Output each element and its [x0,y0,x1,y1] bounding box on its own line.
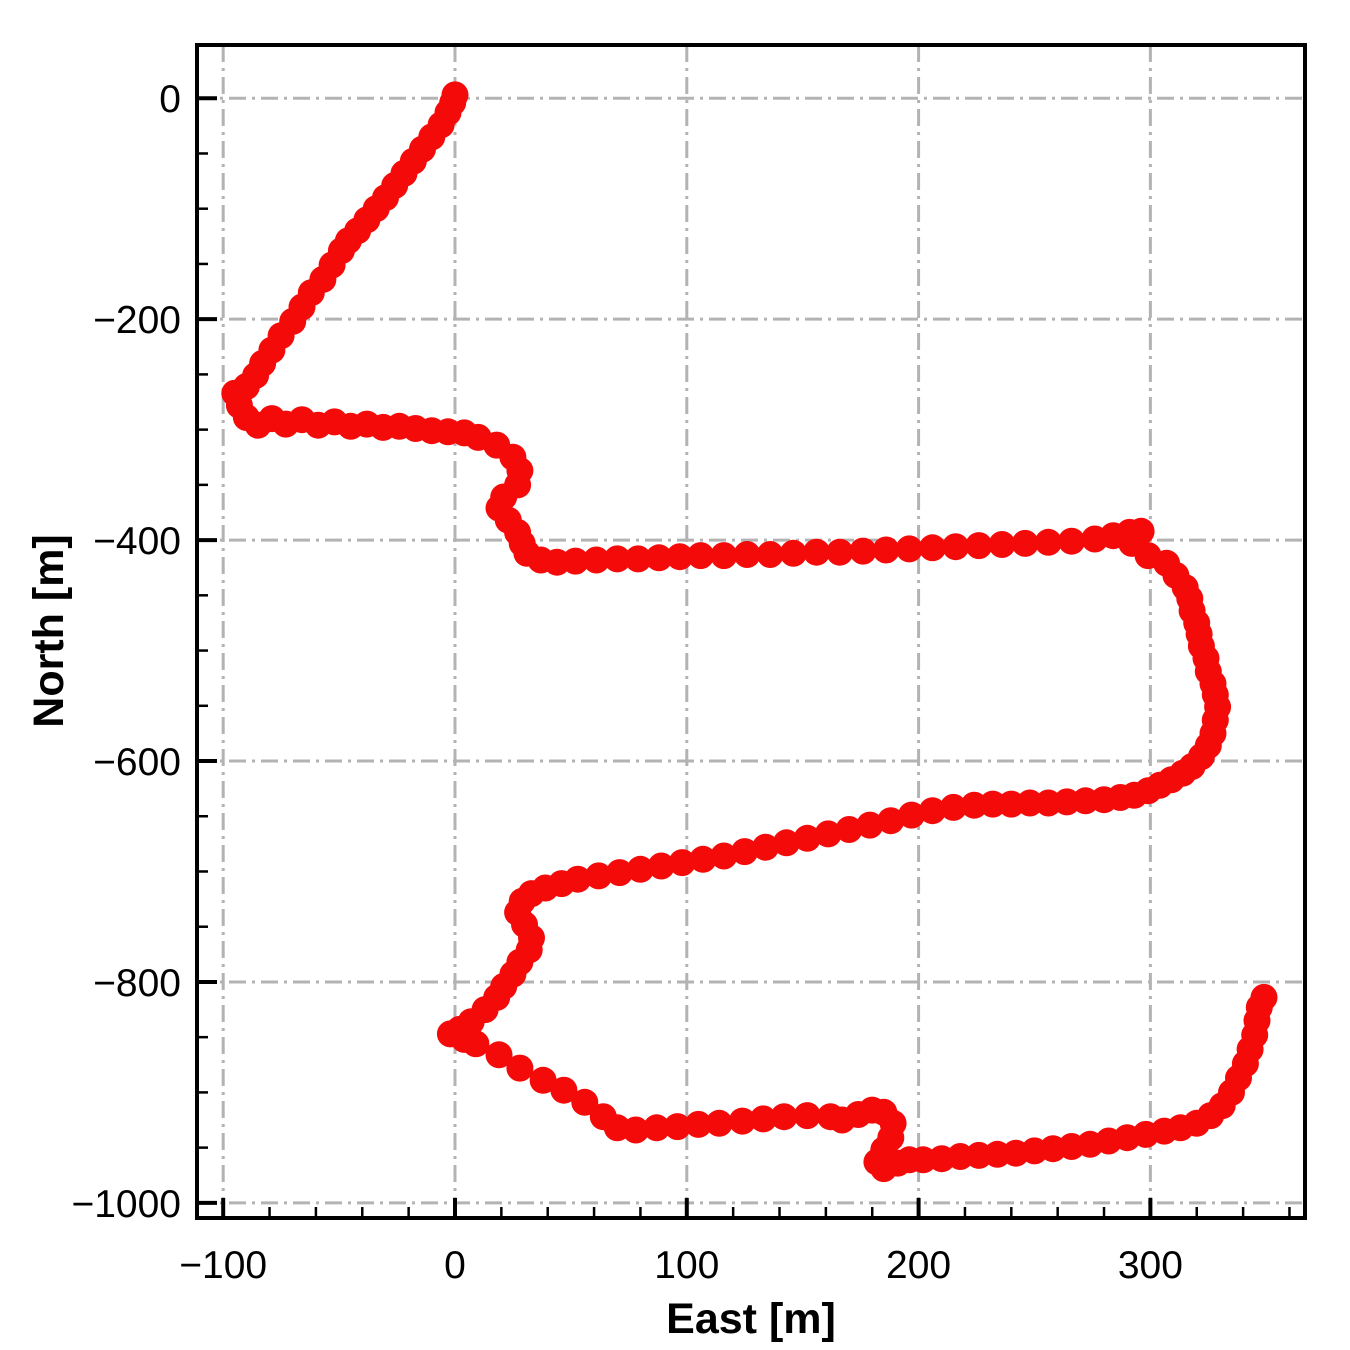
trajectory-point [562,547,589,575]
x-tick-label: 300 [1118,1244,1183,1287]
trajectory-point [939,793,967,821]
trajectory-point [752,833,780,861]
trajectory-point [582,546,610,574]
trajectory-point [960,791,988,819]
trajectory-point [622,1116,650,1144]
trajectory-point [997,790,1025,818]
trajectory-point [1034,528,1062,556]
trajectory-point [898,801,926,829]
trajectory-series [221,81,1278,1183]
trajectory-point [803,538,831,566]
trajectory-point [585,862,613,890]
trajectory-point [462,1030,490,1058]
y-tick-label: −200 [93,299,181,342]
trajectory-point [1250,983,1278,1011]
trajectory-line [231,94,1267,1172]
x-tick-label: −100 [179,1244,267,1287]
x-tick-label: 100 [654,1244,719,1287]
trajectory-point [668,849,696,877]
trajectory-point [1034,789,1062,817]
trajectory-point [895,535,923,563]
trajectory-point [733,541,761,568]
y-tick-label: −800 [93,962,181,1005]
grid-lines [197,45,1305,1218]
trajectory-point [877,807,905,835]
trajectory-point [603,545,631,573]
trajectory-point [710,842,738,870]
trajectory-point [770,1103,798,1131]
trajectory-point [965,532,993,560]
x-tick-label: 0 [444,1244,466,1287]
trajectory-point [664,1113,691,1141]
trajectory-point [647,852,675,880]
trajectory-point [1011,529,1039,557]
trajectory-point [849,537,877,565]
trajectory-point [626,855,654,883]
trajectory-point [624,545,652,573]
trajectory-point [1058,527,1086,555]
trajectory-point [919,534,946,562]
trajectory-point [835,816,863,843]
trajectory-point [506,1054,534,1082]
axes-spines-ticks [195,43,1307,1220]
trajectory-point [571,1088,599,1116]
x-tick-label: 200 [886,1244,951,1287]
y-tick-label: −400 [93,520,181,563]
y-tick-label: −1000 [71,1183,181,1226]
trajectory-point [710,542,738,570]
trajectory-point [773,829,800,857]
trajectory-point [728,1107,756,1135]
plot-border [195,43,1307,1220]
trajectory-point [826,538,854,566]
trajectory-point [793,1102,821,1130]
trajectory-point [731,838,759,866]
trajectory-point [749,1105,777,1133]
trajectory-point [529,1066,557,1094]
y-axis-label: North [m] [25,534,73,727]
trajectory-point [550,1076,578,1104]
trajectory-point [988,531,1016,558]
trajectory-point [687,542,715,570]
trajectory-point [666,543,694,571]
trajectory-point [684,1110,712,1138]
trajectory-point [485,1041,513,1069]
y-tick-label: −600 [93,741,181,784]
trajectory-point [793,824,821,852]
trajectory-point [814,820,842,848]
x-axis-label: East [m] [666,1295,836,1343]
trajectory-point [942,533,970,561]
trajectory-point [856,811,884,839]
trajectory-point [606,859,634,887]
trajectory-point [643,1114,671,1142]
trajectory-point [919,797,946,825]
trajectory-point [756,541,784,568]
trajectory-point [689,845,717,873]
y-tick-label: 0 [159,78,181,121]
trajectory-point [872,536,900,564]
trajectory-point [645,544,673,572]
trajectory-point [705,1109,733,1137]
trajectory-point [779,539,807,567]
